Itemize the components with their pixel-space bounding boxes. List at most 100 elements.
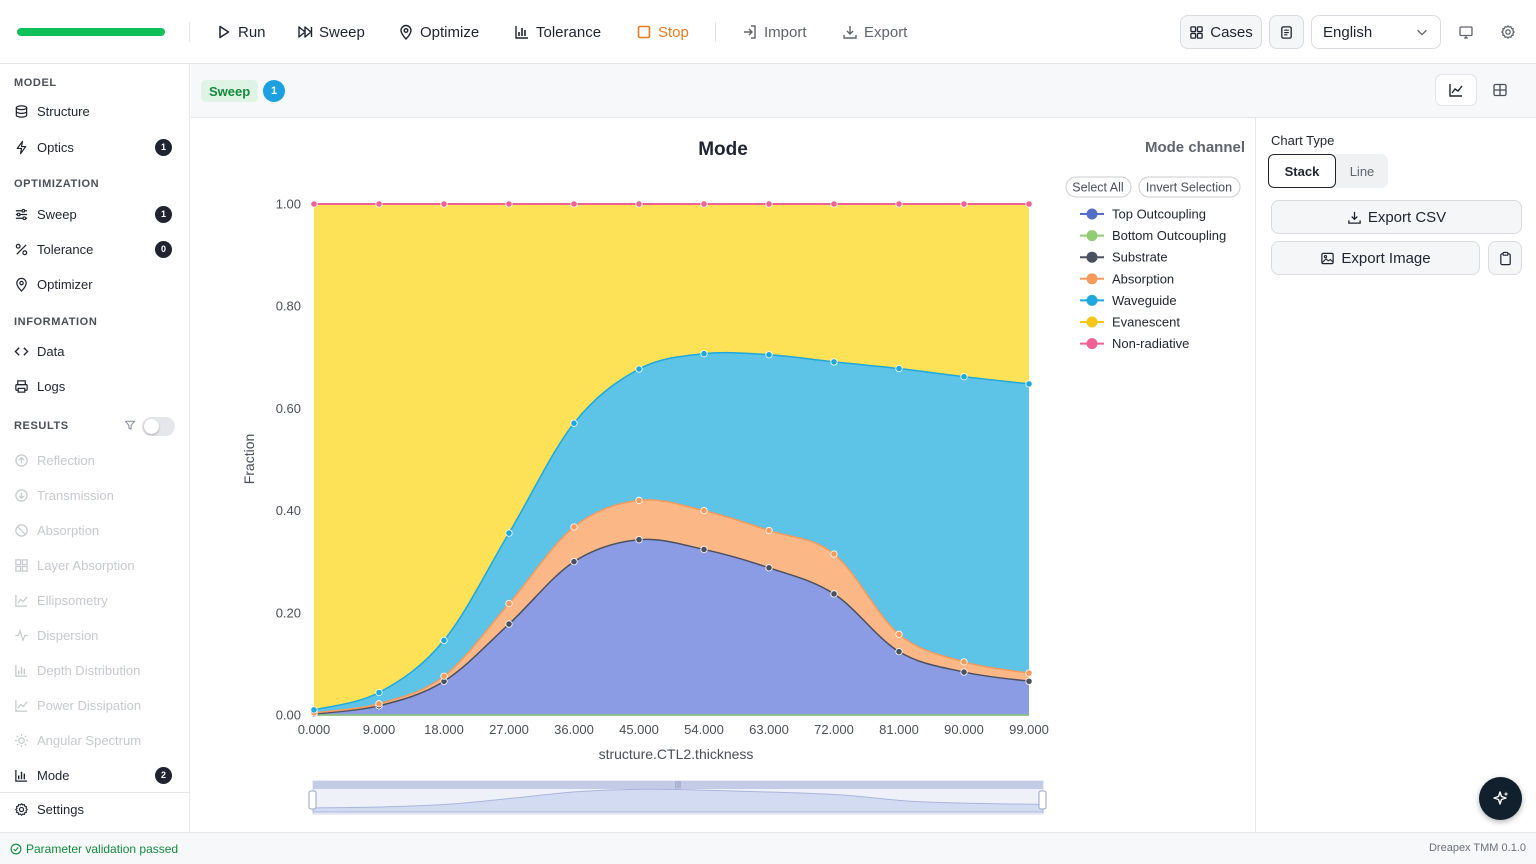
data-point[interactable] xyxy=(1025,380,1033,388)
data-point[interactable] xyxy=(765,200,773,208)
data-point[interactable] xyxy=(570,419,578,427)
sidebar-item-angular-spectrum[interactable]: Angular Spectrum xyxy=(14,728,176,752)
sidebar-item-label: Tolerance xyxy=(37,241,94,257)
data-point[interactable] xyxy=(505,529,513,537)
export-csv-button[interactable]: Export CSV xyxy=(1271,200,1522,234)
data-point[interactable] xyxy=(830,590,838,598)
data-point[interactable] xyxy=(375,700,383,708)
sidebar-item-optics[interactable]: Optics 1 xyxy=(14,135,176,159)
monitor-button[interactable] xyxy=(1456,22,1476,42)
settings-button[interactable] xyxy=(1498,22,1518,42)
data-point[interactable] xyxy=(440,636,448,644)
data-point[interactable] xyxy=(310,200,318,208)
sidebar-item-structure[interactable]: Structure xyxy=(14,99,176,123)
zoom-handle-left[interactable] xyxy=(308,790,317,810)
data-point[interactable] xyxy=(700,506,708,515)
data-point[interactable] xyxy=(895,200,903,208)
legend-item-non-radiative[interactable]: Non-radiative xyxy=(1080,336,1189,351)
data-point[interactable] xyxy=(700,200,708,208)
data-point[interactable] xyxy=(440,200,448,208)
sidebar-item-transmission[interactable]: Transmission xyxy=(14,483,176,507)
data-point[interactable] xyxy=(765,564,773,572)
data-point[interactable] xyxy=(635,536,643,544)
stop-button[interactable]: Stop xyxy=(636,20,689,44)
data-point[interactable] xyxy=(960,658,968,666)
data-point[interactable] xyxy=(765,351,773,359)
data-point[interactable] xyxy=(570,200,578,208)
sidebar-item-data[interactable]: Data xyxy=(14,339,176,363)
data-point[interactable] xyxy=(505,600,513,608)
copy-image-button[interactable] xyxy=(1488,241,1522,275)
sidebar-item-reflection[interactable]: Reflection xyxy=(14,448,176,472)
data-point[interactable] xyxy=(830,550,838,558)
data-point[interactable] xyxy=(895,630,903,638)
data-point[interactable] xyxy=(765,526,773,535)
data-point[interactable] xyxy=(440,672,448,680)
data-point[interactable] xyxy=(830,358,838,366)
data-point[interactable] xyxy=(635,365,643,373)
import-button[interactable]: Import xyxy=(742,20,807,44)
legend-item-evanescent[interactable]: Evanescent xyxy=(1080,315,1180,330)
data-point[interactable] xyxy=(375,688,383,697)
data-point[interactable] xyxy=(375,200,383,208)
sidebar-item-settings[interactable]: Settings xyxy=(14,797,176,821)
select-all-button[interactable]: Select All xyxy=(1065,176,1132,198)
data-point[interactable] xyxy=(895,648,903,656)
data-point[interactable] xyxy=(960,373,968,381)
legend-item-bottom-outcoupling[interactable]: Bottom Outcoupling xyxy=(1080,228,1226,243)
sidebar-item-sweep[interactable]: Sweep 1 xyxy=(14,202,176,226)
sidebar-item-layer-absorption[interactable]: Layer Absorption xyxy=(14,553,176,577)
data-point[interactable] xyxy=(505,620,513,628)
data-zoom-slider[interactable]: ||| xyxy=(308,780,1047,815)
sidebar-item-label: Sweep xyxy=(37,206,77,222)
data-point[interactable] xyxy=(895,364,903,373)
sidebar-item-tolerance[interactable]: Tolerance 0 xyxy=(14,237,176,261)
chart-type-line[interactable]: Line xyxy=(1349,163,1375,179)
data-point[interactable] xyxy=(1025,677,1033,685)
data-point[interactable] xyxy=(570,558,578,566)
sidebar-item-ellipsometry[interactable]: Ellipsometry xyxy=(14,588,176,612)
sidebar-item-mode[interactable]: Mode 2 xyxy=(14,763,176,787)
data-point[interactable] xyxy=(310,706,318,714)
language-select[interactable]: English xyxy=(1311,15,1441,49)
data-point[interactable] xyxy=(635,200,643,208)
optimize-button[interactable]: Optimize xyxy=(398,20,479,44)
chart-view-button[interactable] xyxy=(1436,75,1476,105)
data-point[interactable] xyxy=(635,496,643,504)
sidebar-item-logs[interactable]: Logs xyxy=(14,374,176,398)
sweep-tag[interactable]: Sweep xyxy=(201,80,259,102)
export-image-button[interactable]: Export Image xyxy=(1271,241,1480,275)
data-point[interactable] xyxy=(700,545,708,554)
table-view-button[interactable] xyxy=(1480,75,1520,105)
data-point[interactable] xyxy=(960,668,968,676)
sidebar-item-depth-distribution[interactable]: Depth Distribution xyxy=(14,658,176,682)
export-button[interactable]: Export xyxy=(842,20,907,44)
results-filter-toggle[interactable] xyxy=(142,417,175,436)
data-point[interactable] xyxy=(1025,200,1033,208)
legend-item-substrate[interactable]: Substrate xyxy=(1080,250,1168,265)
filter-icon[interactable] xyxy=(124,419,136,431)
zoom-handle-right[interactable] xyxy=(1038,790,1047,810)
invert-selection-button[interactable]: Invert Selection xyxy=(1138,176,1241,198)
sidebar-item-dispersion[interactable]: Dispersion xyxy=(14,623,176,647)
notes-button[interactable] xyxy=(1269,15,1304,49)
ai-assistant-button[interactable] xyxy=(1479,777,1522,820)
legend-item-waveguide[interactable]: Waveguide xyxy=(1080,293,1177,308)
sweep-button[interactable]: Sweep xyxy=(297,20,365,44)
data-point[interactable] xyxy=(505,200,513,208)
chart-type-stack[interactable]: Stack xyxy=(1268,154,1336,188)
legend-item-absorption[interactable]: Absorption xyxy=(1080,271,1174,286)
cases-button[interactable]: Cases xyxy=(1180,15,1262,49)
run-button[interactable]: Run xyxy=(216,20,266,44)
sweep-label: Sweep xyxy=(319,23,365,41)
data-point[interactable] xyxy=(960,200,968,208)
tolerance-button[interactable]: Tolerance xyxy=(514,20,601,44)
data-point[interactable] xyxy=(1025,669,1033,677)
sidebar-item-optimizer[interactable]: Optimizer xyxy=(14,272,176,296)
sidebar-item-power-dissipation[interactable]: Power Dissipation xyxy=(14,693,176,717)
legend-item-top-outcoupling[interactable]: Top Outcoupling xyxy=(1080,207,1206,222)
data-point[interactable] xyxy=(570,523,578,531)
data-point[interactable] xyxy=(830,200,838,208)
data-point[interactable] xyxy=(700,350,708,358)
sidebar-item-absorption[interactable]: Absorption xyxy=(14,518,176,542)
